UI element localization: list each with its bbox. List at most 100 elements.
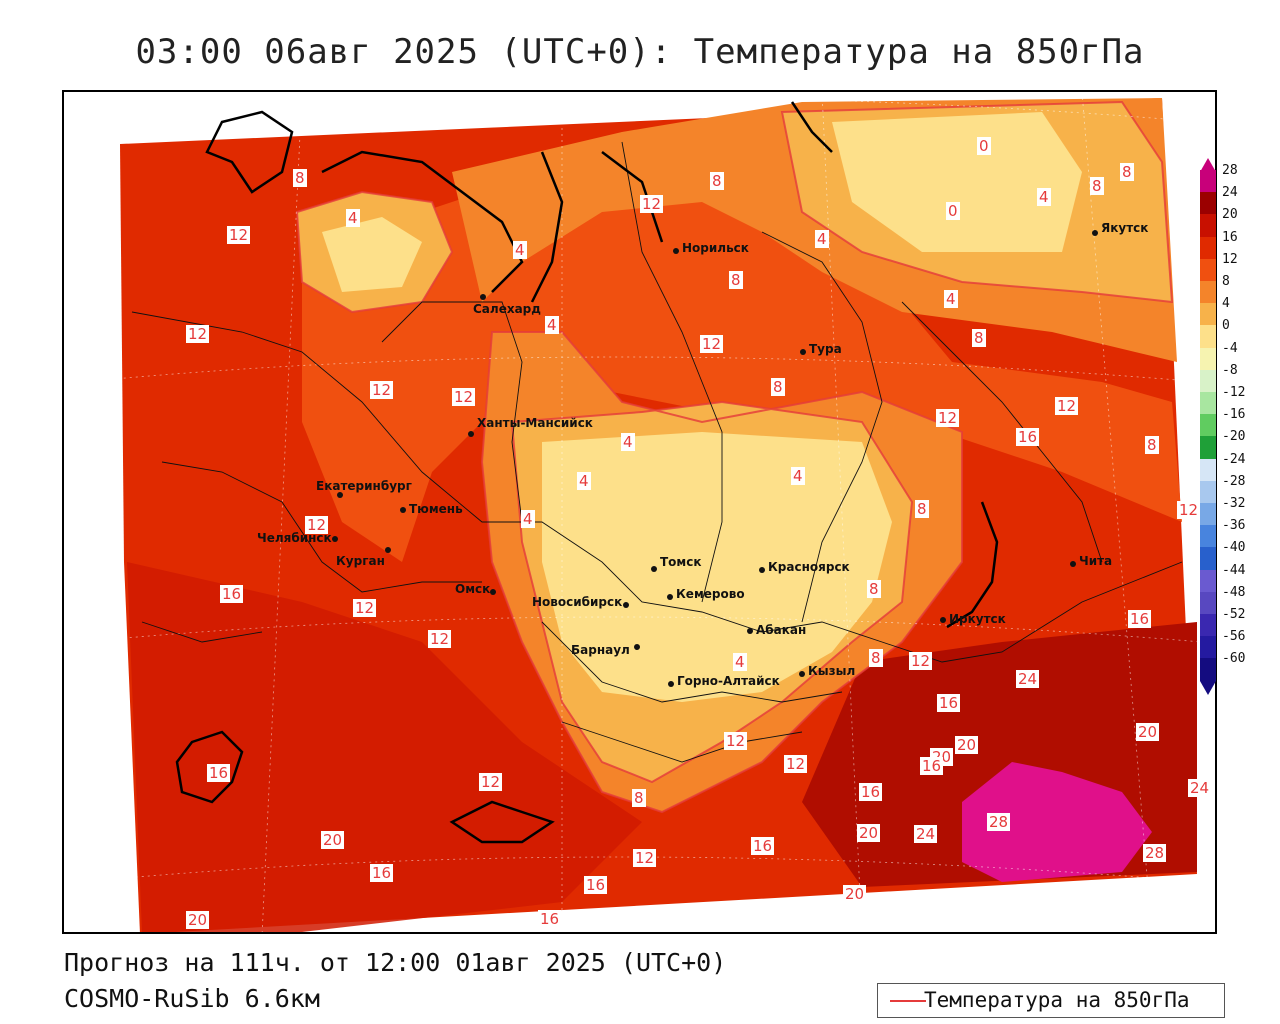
- contour-label: 12: [724, 732, 748, 750]
- city-marker: [337, 492, 343, 498]
- contour-label: 4: [733, 653, 747, 671]
- contour-label: 8: [867, 580, 881, 598]
- contour-label: 0: [946, 202, 960, 220]
- contour-label: 28: [987, 813, 1011, 831]
- city-label: Томск: [660, 555, 702, 569]
- city-marker: [385, 547, 391, 553]
- contour-label: 4: [944, 290, 958, 308]
- city-label: Абакан: [756, 623, 807, 637]
- city-label: Ханты-Мансийск: [477, 416, 593, 430]
- colorbar-label: -36: [1222, 518, 1246, 534]
- contour-label: 8: [293, 169, 307, 187]
- city-label: Челябинск: [257, 531, 332, 545]
- city-label: Омск: [455, 582, 491, 596]
- colorbar-label: 16: [1222, 229, 1238, 245]
- forecast-info: Прогноз на 111ч. от 12:00 01авг 2025 (UT…: [64, 948, 727, 977]
- colorbar-swatch: [1200, 436, 1216, 460]
- city-label: Якутск: [1101, 221, 1149, 235]
- city-label: Курган: [336, 554, 385, 568]
- contour-label: 8: [869, 649, 883, 667]
- colorbar-swatch: [1200, 347, 1216, 371]
- colorbar-top-arrow: [1200, 158, 1216, 172]
- contour-label: 16: [751, 837, 775, 855]
- city-marker: [332, 536, 338, 542]
- contour-label: 12: [227, 226, 251, 244]
- colorbar-label: -40: [1222, 540, 1246, 556]
- contour-label: 12: [428, 630, 452, 648]
- contour-label: 28: [1143, 844, 1167, 862]
- contour-label: 12: [700, 335, 724, 353]
- contour-label: 16: [584, 876, 608, 894]
- colorbar-label: -32: [1222, 496, 1246, 511]
- colorbar-swatch: [1200, 658, 1216, 682]
- temperature-map: [81, 92, 1203, 932]
- city-label: Чита: [1079, 554, 1113, 568]
- contour-label: 24: [914, 825, 938, 843]
- contour-label: 4: [346, 209, 360, 227]
- city-marker: [651, 566, 657, 572]
- contour-label: 16: [220, 585, 244, 603]
- city-marker: [800, 349, 806, 355]
- contour-label: 16: [538, 910, 562, 928]
- contour-label: 12: [353, 599, 377, 617]
- contour-label: 20: [857, 824, 881, 842]
- colorbar-swatch: [1200, 458, 1216, 482]
- colorbar-swatch: [1200, 258, 1216, 282]
- contour-label: 8: [1120, 163, 1134, 181]
- contour-label: 20: [955, 736, 979, 754]
- colorbar-swatch: [1200, 303, 1216, 326]
- colorbar-label: 8: [1222, 274, 1230, 289]
- colorbar-label: -48: [1222, 584, 1246, 600]
- contour-label: 12: [1177, 501, 1201, 519]
- contour-label: 8: [972, 329, 986, 347]
- colorbar-swatch: [1200, 236, 1216, 260]
- colorbar-label: -24: [1222, 451, 1246, 467]
- contour-label: 12: [305, 516, 329, 534]
- contour-label: 4: [513, 241, 527, 259]
- legend-line-swatch: [890, 1000, 926, 1002]
- colorbar-label: 28: [1222, 163, 1238, 178]
- contour-label: 8: [915, 500, 929, 518]
- cool-zone-central: [542, 432, 892, 702]
- warm-zone-southwest: [127, 562, 642, 932]
- colorbar-swatch: [1200, 480, 1216, 504]
- colorbar: 28 24 20 16 12 8 4 0 -4 -8 -12 -16 -20 -24 -28 -32 -36 -4…: [1200, 158, 1280, 695]
- contour-label: 12: [784, 755, 808, 773]
- colorbar-swatch: [1200, 170, 1216, 193]
- contour-label: 12: [936, 409, 960, 427]
- city-label: Красноярск: [768, 560, 850, 574]
- contour-label: 16: [1128, 610, 1152, 628]
- city-marker: [747, 628, 753, 634]
- contour-lines: [295, 100, 1174, 814]
- city-marker: [667, 594, 673, 600]
- contour-label: 16: [207, 764, 231, 782]
- colorbar-swatch: [1200, 636, 1216, 659]
- contour-label: 8: [1090, 177, 1104, 195]
- contour-label: 12: [479, 773, 503, 791]
- cold-spot-northwest: [322, 217, 422, 292]
- colorbar-label: -44: [1222, 562, 1246, 578]
- colorbar-label: -8: [1222, 362, 1238, 378]
- colorbar-label: 20: [1222, 207, 1238, 223]
- colorbar-swatch: [1200, 414, 1216, 437]
- colorbar-swatch: [1200, 392, 1216, 415]
- contour-label: 24: [1188, 779, 1212, 797]
- colorbar-label: -28: [1222, 473, 1246, 489]
- colorbar-swatch: [1200, 192, 1216, 215]
- contour-label: 4: [521, 510, 535, 528]
- contour-label: 12: [452, 388, 476, 406]
- colorbar-label: -60: [1222, 651, 1246, 667]
- colorbar-swatch: [1200, 503, 1216, 526]
- map-area[interactable]: Норильск Салехард Тура Якутск Ханты-Мансийск…: [62, 90, 1217, 934]
- contour-label: 4: [577, 472, 591, 490]
- contour-label: 4: [791, 467, 805, 485]
- contour-label: 4: [621, 433, 635, 451]
- contour-label: 4: [1037, 188, 1051, 206]
- city-label: Тура: [809, 342, 842, 356]
- legend-label: Температура на 850гПа: [924, 988, 1190, 1012]
- contour-label: 12: [1055, 397, 1079, 415]
- colorbar-swatch: [1200, 525, 1216, 548]
- colorbar-label: -4: [1222, 340, 1238, 356]
- contour-label: 12: [640, 195, 664, 213]
- city-marker: [480, 294, 486, 300]
